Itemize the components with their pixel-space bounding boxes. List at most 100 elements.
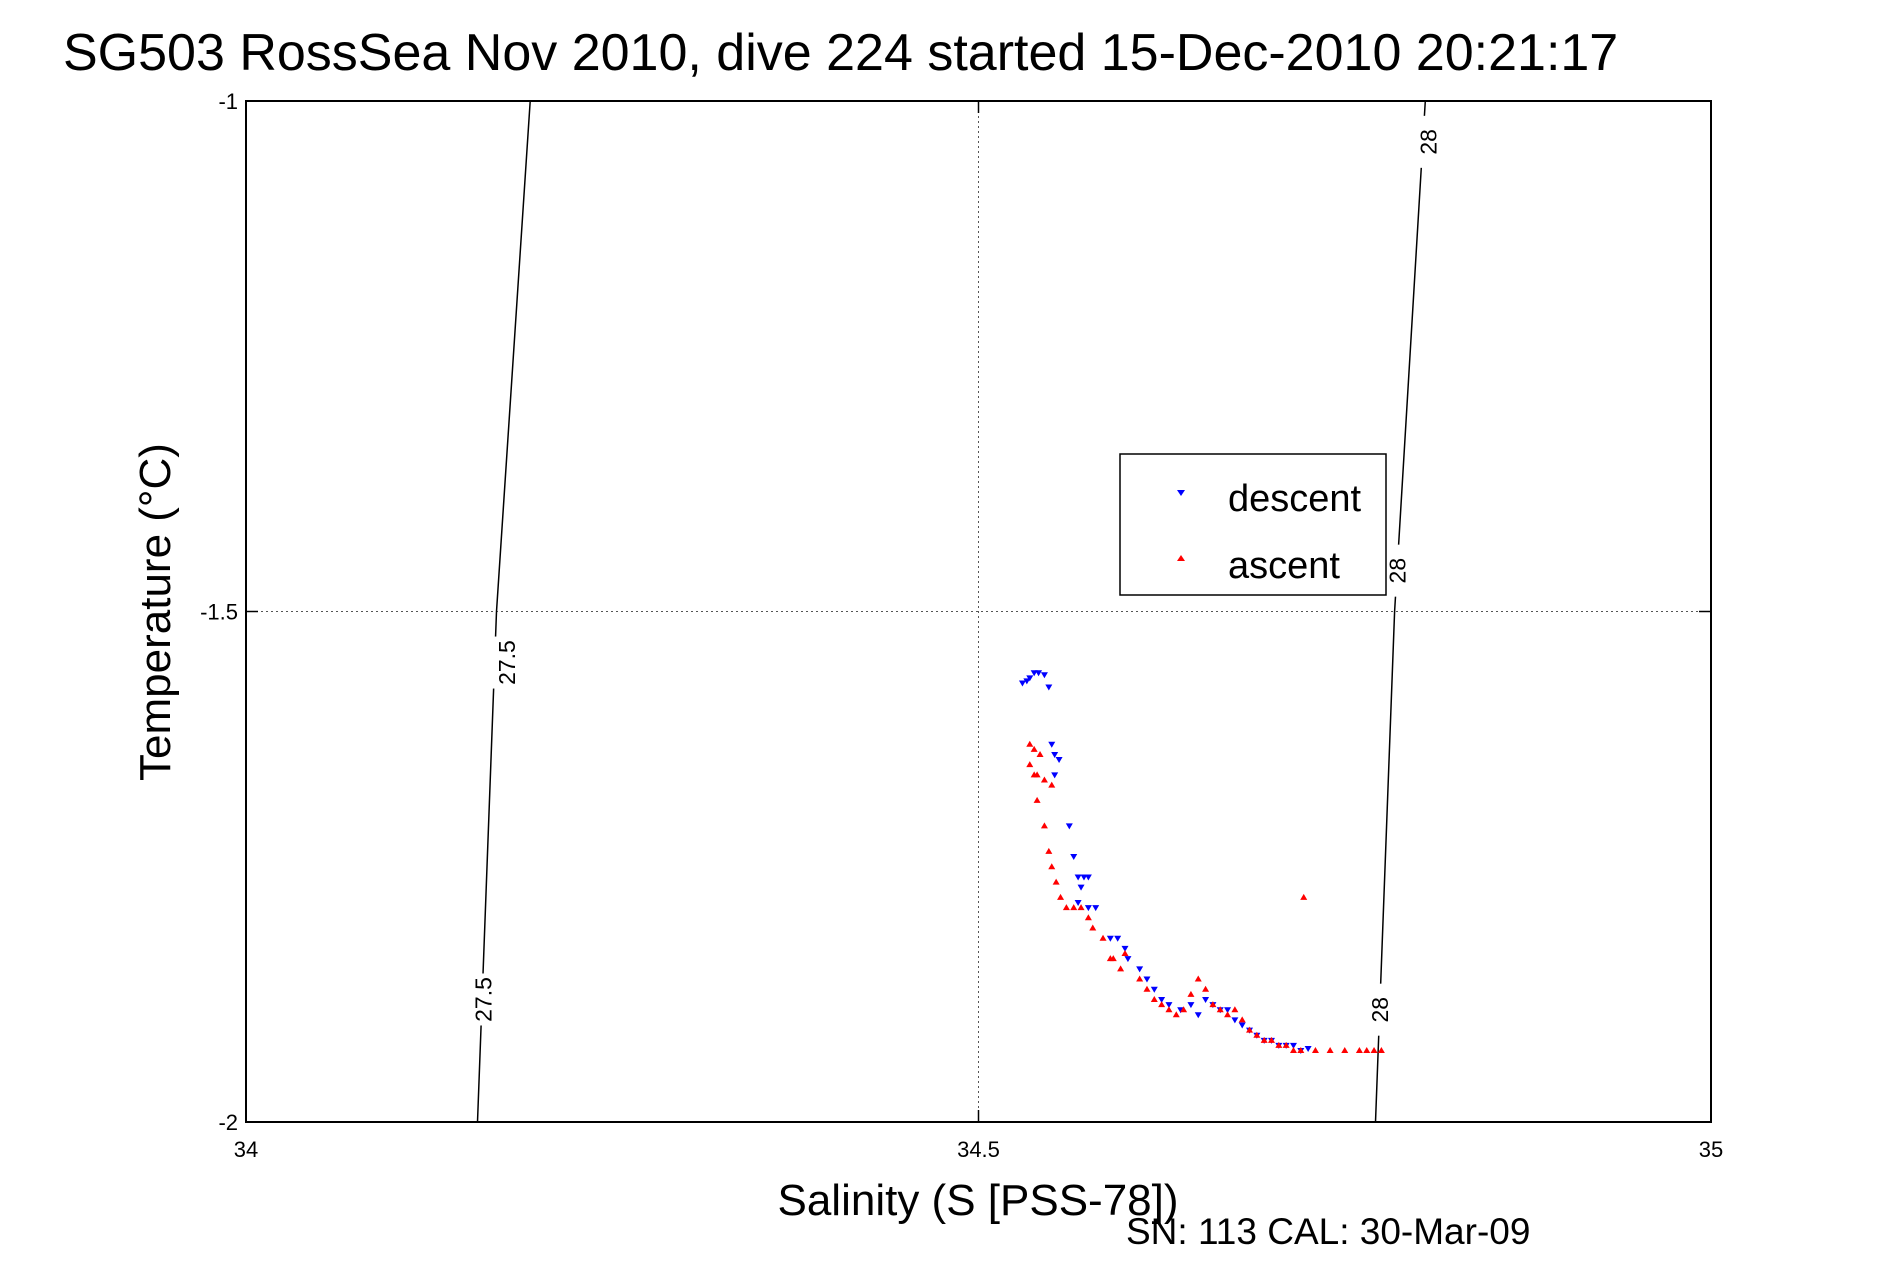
descent-point — [1289, 1042, 1297, 1049]
ascent-point — [1033, 796, 1041, 803]
descent-point — [1224, 1007, 1232, 1014]
ascent-point — [1377, 1047, 1385, 1054]
ascent-point — [1143, 985, 1151, 992]
ascent-point — [1121, 950, 1129, 957]
descent-point — [1231, 1017, 1239, 1024]
ascent-point — [1187, 990, 1195, 997]
contour-label: 28 — [1384, 558, 1410, 584]
ascent-point — [1355, 1047, 1363, 1054]
ascent-point — [1260, 1036, 1268, 1043]
footer-calibration: SN: 113 CAL: 30-Mar-09 — [1126, 1211, 1530, 1252]
ascent-point — [1052, 878, 1060, 885]
ascent-point — [1253, 1031, 1261, 1038]
ascent-point — [1224, 1011, 1232, 1018]
descent-point — [1030, 670, 1038, 677]
ascent-point — [1231, 1006, 1239, 1013]
ascent-point — [1172, 1011, 1180, 1018]
ascent-point — [1282, 1041, 1290, 1048]
density-contour-line — [476, 100, 531, 1123]
y-tick-label: -1.5 — [200, 600, 238, 625]
descent-point — [1051, 772, 1059, 779]
descent-point — [1018, 680, 1026, 687]
contour-label-background — [468, 973, 499, 1026]
descent-point — [1202, 996, 1210, 1003]
ascent-point — [1216, 1006, 1224, 1013]
descent-point — [1040, 672, 1048, 679]
ascent-point — [1048, 863, 1056, 870]
contour-label-background — [491, 636, 522, 689]
ascent-point — [1089, 924, 1097, 931]
y-axis-label: Temperature (°C) — [131, 443, 180, 781]
descent-point — [1055, 757, 1063, 764]
descent-point — [1106, 935, 1114, 942]
ascent-point — [1297, 1047, 1305, 1054]
ascent-point — [1070, 904, 1078, 911]
y-tick-label: -2 — [218, 1110, 238, 1135]
descent-point — [1124, 956, 1132, 963]
ascent-point — [1209, 1001, 1217, 1008]
x-axis-label: Salinity (S [PSS-78]) — [777, 1176, 1178, 1225]
contour-label-background — [1413, 115, 1444, 168]
descent-point — [1045, 684, 1053, 691]
ascent-point — [1033, 771, 1041, 778]
ascent-point — [1045, 847, 1053, 854]
legend-ascent-label: ascent — [1228, 545, 1340, 587]
ascent-point — [1026, 740, 1034, 747]
ascent-point — [1246, 1026, 1254, 1033]
descent-point — [1084, 905, 1092, 912]
descent-point — [1238, 1022, 1246, 1029]
descent-point — [1074, 874, 1082, 881]
ascent-point — [1165, 1006, 1173, 1013]
contour-label: 27.5 — [494, 640, 520, 685]
ascent-point — [1117, 965, 1125, 972]
ascent-point — [1026, 761, 1034, 768]
ascent-point — [1238, 1016, 1246, 1023]
legend-descent-label: descent — [1228, 478, 1362, 520]
ascent-point — [1158, 1001, 1166, 1008]
x-tick-label: 34.5 — [957, 1137, 1000, 1162]
descent-point — [1084, 874, 1092, 881]
descent-point — [1026, 675, 1034, 682]
ascent-point — [1180, 1006, 1188, 1013]
ascent-point — [1202, 985, 1210, 992]
ascent-point — [1036, 750, 1044, 757]
contour-label: 28 — [1367, 997, 1393, 1023]
ascent-point — [1062, 904, 1070, 911]
ascent-point — [1077, 904, 1085, 911]
descent-point — [1051, 751, 1059, 758]
axis-ticks: 34 34.5 35 -1 -1.5 -2 — [200, 89, 1723, 1162]
contour-label: 28 — [1415, 129, 1441, 155]
descent-point — [1187, 1002, 1195, 1009]
ascent-point — [1326, 1047, 1334, 1054]
descent-point — [1023, 678, 1031, 685]
ascent-point — [1363, 1047, 1371, 1054]
descent-point — [1065, 823, 1073, 830]
descent-point — [1158, 996, 1166, 1003]
descent-point — [1143, 976, 1151, 983]
ascent-point — [1048, 781, 1056, 788]
ascent-point — [1341, 1047, 1349, 1054]
descent-point — [1165, 1002, 1173, 1009]
legend-descent-marker — [1177, 490, 1185, 496]
y-tick-label: -1 — [218, 89, 238, 114]
density-contour-line — [1374, 100, 1427, 1123]
descent-point — [1136, 966, 1144, 973]
descent-point — [1194, 1012, 1202, 1019]
ascent-point — [1040, 776, 1048, 783]
descent-point — [1080, 874, 1088, 881]
contour-label-background — [1364, 983, 1395, 1036]
descent-point — [1035, 670, 1043, 677]
chart-title: SG503 RossSea Nov 2010, dive 224 started… — [63, 24, 1618, 82]
descent-point — [1304, 1045, 1312, 1052]
legend: descent ascent — [1119, 453, 1387, 596]
ascent-point — [1040, 822, 1048, 829]
ascent-point — [1289, 1047, 1297, 1054]
ascent-point — [1030, 745, 1038, 752]
descent-point — [1048, 741, 1056, 748]
legend-box — [1119, 453, 1387, 596]
ascent-point — [1109, 955, 1117, 962]
ascent-point — [1194, 975, 1202, 982]
ascent-point — [1370, 1047, 1378, 1054]
grid-lines — [246, 101, 1711, 1122]
